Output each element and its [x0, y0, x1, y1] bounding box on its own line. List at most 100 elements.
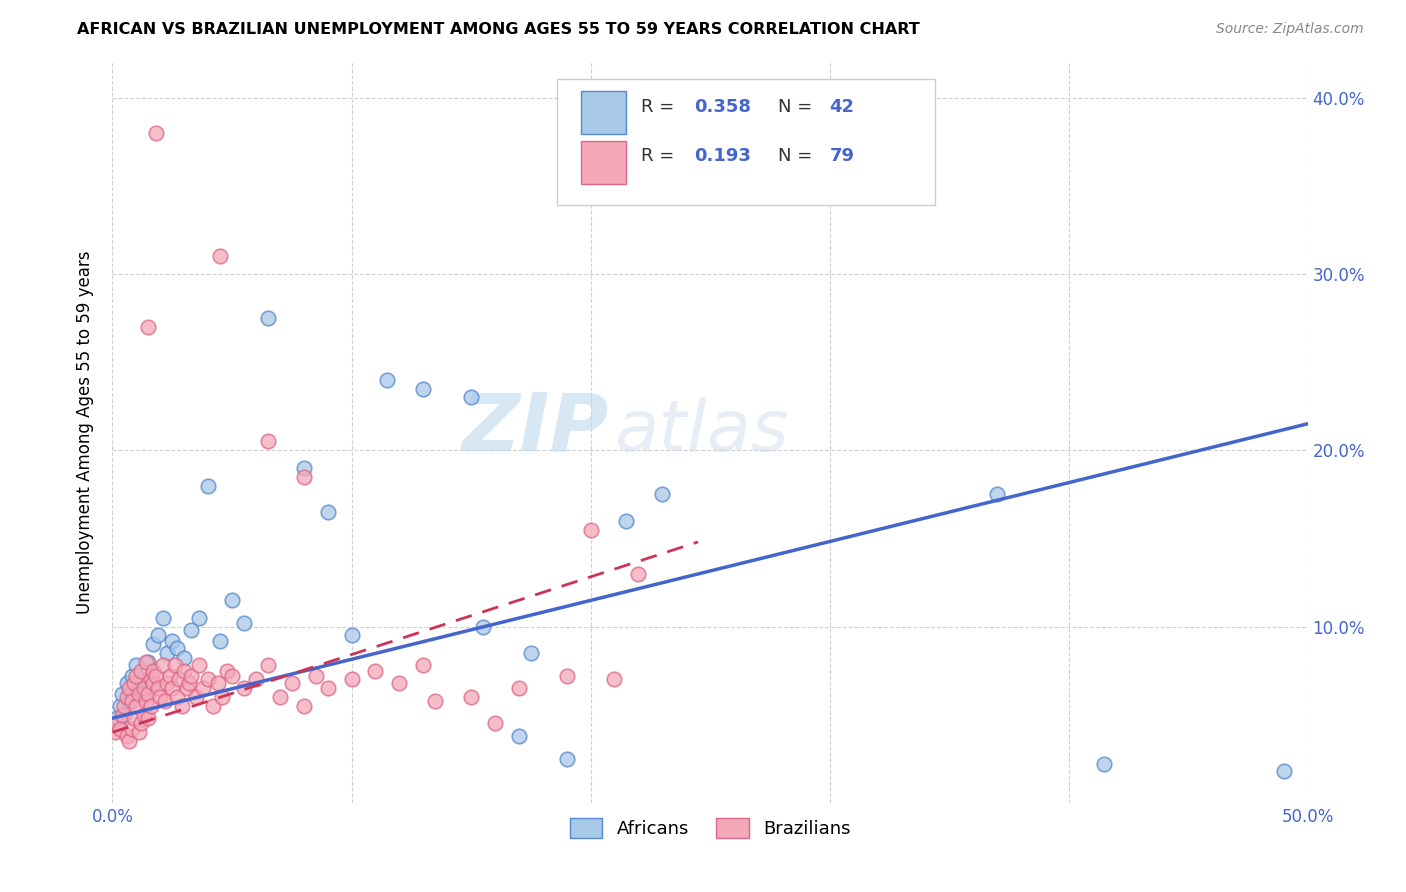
- Point: [138, 686, 160, 700]
- Point: [627, 566, 650, 581]
- Point: [145, 126, 167, 140]
- Point: [142, 664, 165, 678]
- Point: [484, 716, 506, 731]
- Point: [257, 658, 280, 673]
- Text: atlas: atlas: [614, 397, 789, 466]
- Point: [122, 711, 145, 725]
- Point: [616, 514, 638, 528]
- Point: [153, 693, 176, 707]
- Point: [986, 487, 1008, 501]
- Point: [201, 698, 224, 713]
- Point: [139, 673, 162, 687]
- Point: [651, 487, 673, 501]
- Point: [257, 434, 280, 449]
- Point: [281, 676, 304, 690]
- Point: [169, 673, 191, 687]
- Point: [111, 686, 134, 700]
- Point: [156, 676, 179, 690]
- Point: [340, 628, 363, 642]
- Point: [104, 725, 127, 739]
- Point: [128, 725, 150, 739]
- Point: [166, 690, 188, 704]
- Point: [129, 716, 152, 731]
- Point: [128, 686, 150, 700]
- Point: [257, 311, 280, 326]
- Point: [209, 249, 232, 263]
- Text: R =: R =: [641, 98, 679, 116]
- Point: [460, 690, 482, 704]
- Point: [292, 469, 315, 483]
- Point: [114, 698, 135, 713]
- Point: [316, 681, 339, 696]
- Point: [364, 664, 387, 678]
- Text: R =: R =: [641, 147, 686, 165]
- Point: [340, 673, 363, 687]
- Point: [316, 505, 339, 519]
- Text: N =: N =: [778, 98, 818, 116]
- Point: [125, 658, 148, 673]
- Text: 0.358: 0.358: [695, 98, 751, 116]
- Point: [114, 707, 135, 722]
- Point: [152, 610, 174, 624]
- Point: [221, 669, 243, 683]
- Point: [292, 461, 315, 475]
- Point: [142, 676, 165, 690]
- Point: [129, 673, 152, 687]
- Point: [187, 610, 209, 624]
- Point: [233, 681, 256, 696]
- Point: [125, 698, 148, 713]
- Point: [162, 681, 183, 696]
- Point: [197, 478, 219, 492]
- Point: [207, 676, 229, 690]
- Point: [145, 669, 167, 683]
- Point: [177, 676, 200, 690]
- FancyBboxPatch shape: [557, 78, 935, 205]
- FancyBboxPatch shape: [581, 91, 627, 135]
- Point: [142, 637, 165, 651]
- Point: [388, 676, 411, 690]
- Point: [173, 664, 195, 678]
- Point: [121, 669, 143, 683]
- Point: [520, 646, 543, 660]
- Point: [176, 681, 198, 696]
- Point: [508, 681, 530, 696]
- Point: [170, 698, 193, 713]
- Point: [139, 698, 162, 713]
- Point: [1272, 764, 1295, 778]
- Point: [211, 690, 233, 704]
- Point: [108, 722, 131, 736]
- Point: [129, 664, 152, 678]
- Text: ZIP: ZIP: [461, 390, 609, 468]
- Point: [105, 711, 128, 725]
- Point: [138, 711, 160, 725]
- Point: [579, 523, 602, 537]
- Point: [125, 669, 148, 683]
- Point: [122, 676, 145, 690]
- Point: [146, 681, 169, 696]
- Point: [217, 664, 239, 678]
- Point: [377, 373, 399, 387]
- Legend: Africans, Brazilians: Africans, Brazilians: [562, 810, 858, 846]
- Point: [245, 673, 267, 687]
- Point: [233, 615, 256, 630]
- Point: [115, 676, 138, 690]
- Point: [118, 693, 141, 707]
- Point: [163, 658, 186, 673]
- Point: [193, 681, 215, 696]
- FancyBboxPatch shape: [581, 141, 627, 184]
- Point: [115, 729, 138, 743]
- Point: [180, 623, 202, 637]
- Point: [412, 382, 434, 396]
- Point: [305, 669, 328, 683]
- Text: 0.193: 0.193: [695, 147, 751, 165]
- Point: [105, 716, 128, 731]
- Point: [108, 698, 131, 713]
- Point: [603, 673, 626, 687]
- Text: N =: N =: [778, 147, 818, 165]
- Point: [209, 633, 232, 648]
- Point: [115, 690, 138, 704]
- Point: [162, 633, 183, 648]
- Point: [508, 729, 530, 743]
- Point: [156, 646, 179, 660]
- Point: [1094, 757, 1116, 772]
